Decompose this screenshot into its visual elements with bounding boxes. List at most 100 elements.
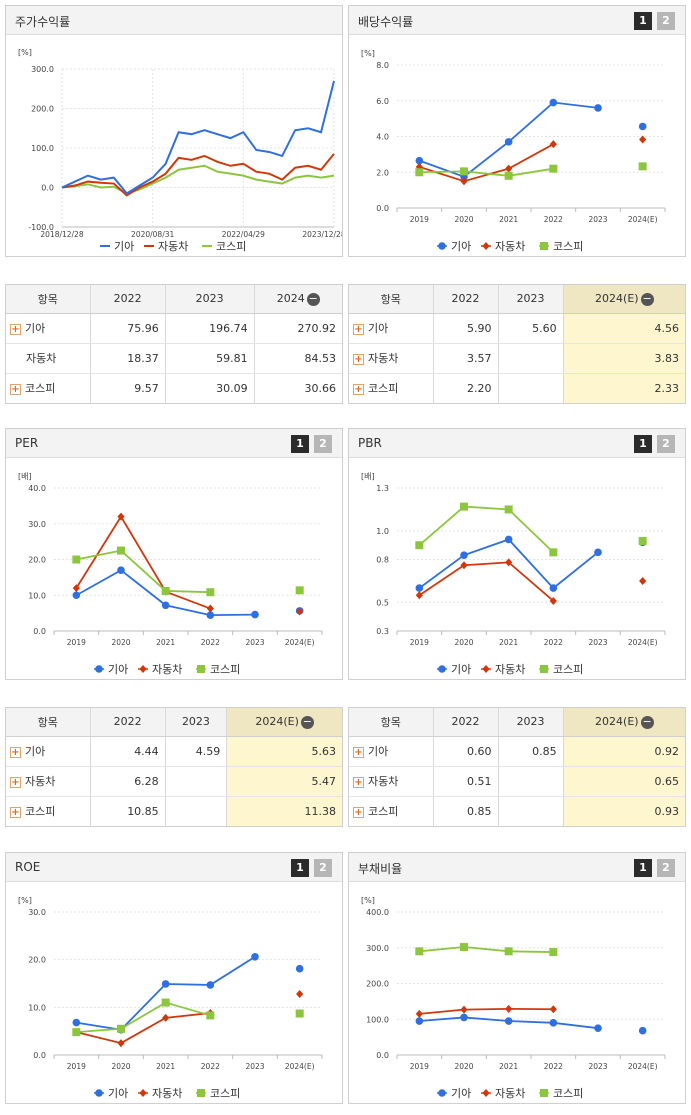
row-name-cell: + 코스피 — [6, 796, 91, 826]
page-1-button[interactable]: 1 — [634, 859, 652, 877]
y-tick-label: 0.0 — [33, 627, 46, 636]
y-tick-label: 200.0 — [366, 980, 389, 989]
x-tick-label: 2021 — [499, 215, 518, 224]
x-tick-label: 2019 — [410, 638, 429, 647]
pbr-panel: PBR 1 2 [배] 1.3 1.0 0.8 0.5 0.3 2019 2020 2021 20… — [348, 428, 686, 680]
collapse-toggle-icon[interactable]: − — [300, 714, 314, 729]
value-cell: 0.93 — [563, 796, 685, 826]
column-header: 2024(E) − — [563, 708, 685, 737]
data-point — [549, 98, 558, 107]
y-tick-label: 0.3 — [376, 627, 389, 636]
column-header: 항목 — [349, 708, 434, 737]
data-point — [296, 607, 304, 616]
x-tick-label: 2022 — [201, 638, 220, 647]
expand-row-icon[interactable]: + — [10, 323, 21, 335]
x-tick-label: 2021 — [499, 638, 518, 647]
data-point — [549, 164, 558, 173]
collapse-toggle-icon[interactable]: − — [640, 714, 654, 729]
x-tick-label: 2020 — [454, 1062, 473, 1071]
y-tick-label: 1.0 — [376, 527, 389, 536]
row-name-cell: + 기아 — [6, 736, 91, 767]
page-2-button[interactable]: 2 — [657, 859, 675, 877]
value-cell: 18.37 — [90, 343, 166, 374]
series-line — [61, 153, 335, 197]
unit-label: [%] — [361, 896, 375, 905]
series-line — [419, 946, 554, 953]
y-tick-label: 0.0 — [376, 204, 389, 213]
data-point — [415, 1009, 423, 1018]
x-tick-label: 2022/04/29 — [222, 230, 265, 239]
legend-label: 코스피 — [210, 1087, 240, 1100]
y-tick-label: 0.8 — [376, 556, 389, 565]
data-point — [460, 561, 468, 570]
data-point — [206, 588, 215, 597]
value-cell: 84.53 — [254, 343, 342, 374]
table-row: + 기아 4.44 4.59 5.63 — [6, 736, 342, 767]
x-tick-label: 2020 — [111, 638, 130, 647]
column-header: 항목 — [349, 285, 434, 314]
table-row: + 코스피 0.85 0.93 — [349, 796, 685, 826]
expand-row-icon[interactable]: + — [353, 806, 364, 818]
expand-row-icon[interactable]: + — [10, 776, 21, 788]
row-name-label: 코스피 — [25, 805, 56, 819]
expand-row-icon[interactable]: + — [353, 776, 364, 788]
pbr-table: 항목 2022 2023 2024(E) − + 기아 0.60 0.85 0.92 + 자동차 0.5… — [348, 707, 686, 827]
y-tick-label: 1.3 — [376, 484, 389, 493]
page-1-button[interactable]: 1 — [291, 859, 309, 877]
expand-row-icon[interactable]: + — [353, 746, 364, 758]
page-2-button[interactable]: 2 — [314, 859, 332, 877]
roe-panel: ROE 1 2 [%] 30.0 20.0 10.0 0.0 2019 2020 2021 20… — [5, 852, 343, 1104]
value-cell: 30.09 — [165, 373, 255, 403]
page-2-button[interactable]: 2 — [657, 435, 675, 453]
value-cell: 196.74 — [165, 313, 255, 344]
legend-label: 기아 — [451, 663, 471, 676]
value-cell: 0.85 — [433, 796, 499, 826]
data-point — [415, 541, 424, 550]
page-1-button[interactable]: 1 — [291, 435, 309, 453]
collapse-toggle-icon[interactable]: − — [640, 291, 654, 306]
collapse-toggle-icon[interactable]: − — [306, 291, 320, 306]
expand-row-icon[interactable]: + — [10, 383, 21, 395]
expand-row-icon[interactable]: + — [353, 323, 364, 335]
page-2-button[interactable]: 2 — [314, 435, 332, 453]
data-point — [251, 610, 259, 619]
value-cell: 2.20 — [433, 373, 499, 403]
unit-label: [배] — [18, 472, 32, 481]
y-tick-label: 0.0 — [41, 184, 54, 193]
series-line — [418, 505, 554, 553]
panel-title: 배당수익률 — [358, 15, 414, 29]
expand-row-icon[interactable]: + — [10, 806, 21, 818]
page-1-button[interactable]: 1 — [634, 435, 652, 453]
unit-label: [%] — [18, 48, 32, 57]
series-line — [76, 1012, 211, 1045]
legend-marker — [139, 1089, 147, 1097]
data-point — [460, 1005, 468, 1014]
row-name-label: 기아 — [25, 322, 46, 335]
x-tick-label: 2020 — [454, 638, 473, 647]
value-cell: 10.85 — [90, 796, 166, 826]
legend-marker — [438, 242, 446, 250]
row-name-cell: + 자동차 — [6, 766, 91, 797]
expand-row-icon[interactable]: + — [10, 746, 21, 758]
legend-marker — [482, 665, 490, 673]
expand-row-icon[interactable]: + — [353, 383, 364, 395]
table-row: 자동차 18.37 59.81 84.53 — [6, 343, 342, 374]
row-name-cell: + 코스피 — [349, 796, 434, 826]
page-1-button[interactable]: 1 — [634, 12, 652, 30]
stock-return-panel: 주가수익률 [%] 300.0 200.0 100.0 0.0 -100.0 2018/12… — [5, 5, 343, 257]
series-line — [76, 1001, 211, 1034]
column-header: 2022 — [90, 708, 166, 737]
x-tick-label: 2021 — [156, 638, 175, 647]
data-point — [206, 604, 214, 613]
panel-header: PER 1 2 — [6, 429, 342, 458]
page-2-button[interactable]: 2 — [657, 12, 675, 30]
data-point — [549, 584, 558, 592]
legend-marker — [438, 1089, 446, 1097]
row-name-label: 자동차 — [368, 775, 399, 788]
y-tick-label: 4.0 — [376, 133, 389, 142]
panel-header: ROE 1 2 — [6, 853, 342, 882]
y-tick-label: 6.0 — [376, 97, 389, 106]
legend-marker — [540, 242, 548, 250]
expand-row-icon[interactable]: + — [353, 353, 364, 365]
x-tick-label: 2019 — [67, 1062, 86, 1071]
